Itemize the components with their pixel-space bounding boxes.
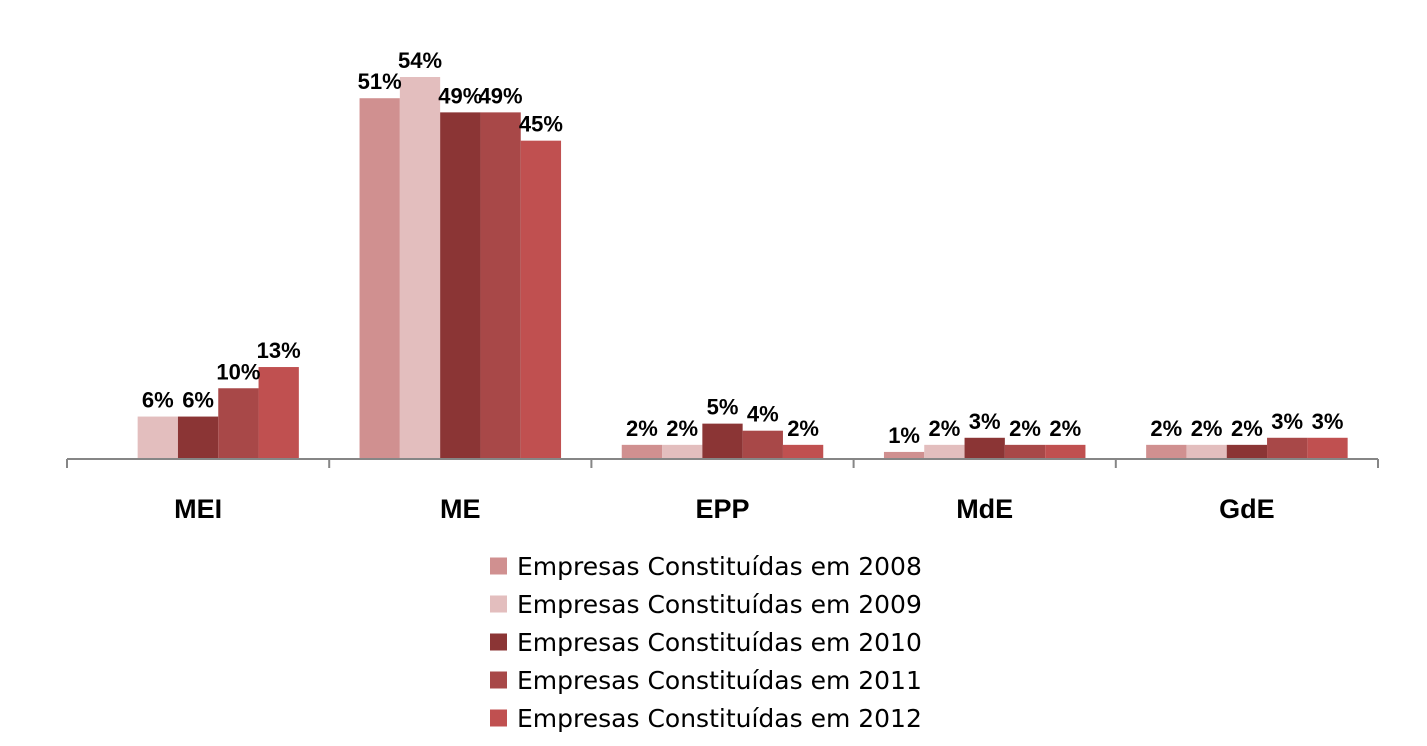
data-label: 6% xyxy=(142,388,174,413)
bar-mei-4 xyxy=(218,388,259,459)
bar-me-5 xyxy=(520,140,562,460)
data-label: 49% xyxy=(438,83,482,108)
bar-gde-3 xyxy=(1226,444,1268,459)
bar-gde-4 xyxy=(1267,437,1308,459)
bar-me-1 xyxy=(359,98,400,459)
data-label: 49% xyxy=(479,83,523,108)
data-label: 6% xyxy=(182,388,214,413)
bar-mde-2 xyxy=(924,444,965,459)
bar-epp-3 xyxy=(702,423,743,459)
bar-gde-5 xyxy=(1307,437,1348,459)
data-label: 2% xyxy=(666,416,698,441)
legend-swatch xyxy=(490,671,507,689)
bar-mde-4 xyxy=(1004,444,1046,459)
data-label: 4% xyxy=(747,402,779,427)
bars-layer xyxy=(137,77,1348,460)
category-label-me: ME xyxy=(440,494,481,524)
legend-label: Empresas Constituídas em 2011 xyxy=(517,666,922,695)
legend-item: Empresas Constituídas em 2008 xyxy=(490,552,922,581)
data-label: 45% xyxy=(519,112,563,137)
legend-swatch xyxy=(490,709,507,727)
legend-item: Empresas Constituídas em 2010 xyxy=(490,628,922,657)
data-label: 3% xyxy=(969,409,1001,434)
bar-me-2 xyxy=(399,77,441,459)
data-label: 1% xyxy=(888,423,920,448)
legend: Empresas Constituídas em 2008 Empresas Co… xyxy=(490,552,922,733)
data-label: 3% xyxy=(1271,409,1303,434)
legend-item: Empresas Constituídas em 2012 xyxy=(490,704,922,733)
data-label: 3% xyxy=(1312,409,1344,434)
legend-item: Empresas Constituídas em 2011 xyxy=(490,666,922,695)
data-label: 5% xyxy=(707,395,739,420)
data-label: 2% xyxy=(1049,416,1081,441)
legend-swatch xyxy=(490,595,507,613)
bar-mei-2 xyxy=(137,416,178,459)
legend-swatch xyxy=(490,557,507,575)
legend-item: Empresas Constituídas em 2009 xyxy=(490,590,922,619)
data-label: 2% xyxy=(626,416,658,441)
data-label: 2% xyxy=(1150,416,1182,441)
legend-label: Empresas Constituídas em 2012 xyxy=(517,704,922,733)
data-label: 2% xyxy=(1009,416,1041,441)
bar-mei-3 xyxy=(177,416,219,459)
category-label-mei: MEI xyxy=(174,494,222,524)
bar-mei-5 xyxy=(258,367,299,459)
data-labels-layer: 6% 6%10%13%51%54%49%49%45%2% 2%5% 4%2% 1% 2% 3… xyxy=(142,48,1343,448)
data-label: 2% xyxy=(787,416,819,441)
legend-swatch xyxy=(490,633,507,651)
data-label: 51% xyxy=(358,69,402,94)
bar-mde-5 xyxy=(1045,444,1086,459)
bar-mde-3 xyxy=(964,437,1005,459)
legend-label: Empresas Constituídas em 2008 xyxy=(517,552,922,581)
bar-gde-2 xyxy=(1186,444,1227,459)
data-label: 54% xyxy=(398,48,442,73)
category-label-gde: GdE xyxy=(1219,494,1275,524)
bar-epp-1 xyxy=(621,444,663,459)
data-label: 2% xyxy=(1231,416,1263,441)
bar-epp-5 xyxy=(782,444,824,459)
bar-me-3 xyxy=(440,112,481,460)
data-label: 2% xyxy=(929,416,961,441)
data-label: 13% xyxy=(257,338,301,363)
bar-mde-1 xyxy=(883,451,925,459)
x-axis xyxy=(66,458,1379,468)
bar-epp-2 xyxy=(662,444,703,459)
category-label-mde: MdE xyxy=(956,494,1013,524)
category-labels: MEI ME EPP MdE GdE xyxy=(174,494,1275,524)
bar-gde-1 xyxy=(1146,444,1187,459)
category-label-epp: EPP xyxy=(695,494,749,524)
bar-epp-4 xyxy=(742,430,783,459)
legend-label: Empresas Constituídas em 2009 xyxy=(517,590,922,619)
data-label: 2% xyxy=(1191,416,1223,441)
legend-label: Empresas Constituídas em 2010 xyxy=(517,628,922,657)
bar-me-4 xyxy=(480,112,521,460)
data-label: 10% xyxy=(216,359,260,384)
